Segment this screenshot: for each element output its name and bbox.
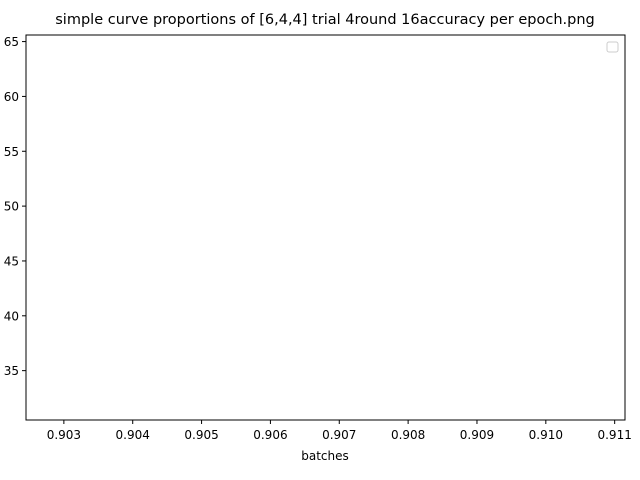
x-tick-label: 0.905 [184,428,218,442]
y-tick-label: 40 [4,309,19,323]
x-tick-label: 0.911 [597,428,631,442]
y-tick-label: 65 [4,35,19,49]
x-tick-label: 0.903 [47,428,81,442]
y-tick-label: 45 [4,254,19,268]
y-tick-label: 50 [4,200,19,214]
x-tick-label: 0.909 [460,428,494,442]
y-axis: 35 40 45 50 55 60 65 [4,35,26,378]
y-tick-label: 60 [4,90,19,104]
y-tick-label: 35 [4,364,19,378]
x-tick-label: 0.906 [253,428,287,442]
x-axis: 0.903 0.904 0.905 0.906 0.907 0.908 0.909 0.910… [47,420,632,442]
legend-box [606,41,619,53]
x-tick-label: 0.910 [529,428,563,442]
x-tick-label: 0.907 [322,428,356,442]
x-tick-label: 0.904 [116,428,150,442]
y-tick-label: 55 [4,145,19,159]
plot-area-frame [25,34,626,421]
x-axis-label: batches [301,449,349,463]
chart-title: simple curve proportions of [6,4,4] tria… [55,12,594,28]
x-tick-label: 0.908 [391,428,425,442]
